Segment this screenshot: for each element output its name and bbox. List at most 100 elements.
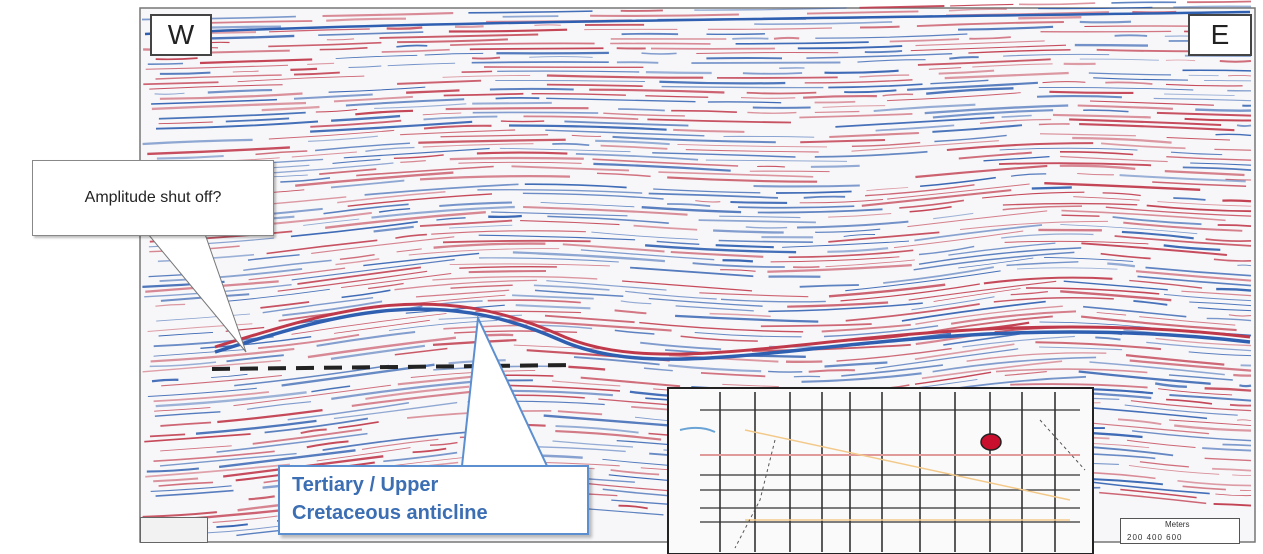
seismic-reflectors [141,0,1252,538]
reflector-segment [478,234,636,241]
reflector-segment [645,244,797,254]
reflector-segment [707,101,782,104]
reflector-segment [419,175,571,181]
reflector-segment [1139,461,1189,468]
reflector-segment [1139,316,1236,326]
reflector-segment [405,304,505,314]
reflector-segment [757,208,883,214]
reflector-segment [775,190,852,194]
reflector-segment [468,269,547,274]
reflector-segment [920,176,996,188]
reflector-segment [500,384,621,392]
reflector-segment [796,220,909,229]
reflector-segment [512,294,594,300]
reflector-segment [652,152,796,158]
reflector-segment [290,221,418,238]
reflector-segment [307,62,335,65]
reflector-segment [1195,108,1252,112]
reflector-segment [442,239,591,244]
reflector-segment [199,58,313,65]
reflector-segment [699,292,809,298]
reflector-segment [311,236,455,254]
reflector-segment [889,38,960,43]
reflector-segment [445,107,589,111]
reflector-segment [859,74,910,78]
reflector-segment [142,138,253,146]
reflector-segment [575,153,699,161]
reflector-segment [287,402,410,421]
reflector-segment [1073,196,1140,201]
reflector-segment [1166,156,1252,161]
reflector-segment [386,26,423,30]
reflector-segment [331,114,401,122]
reflector-segment [365,146,415,152]
reflector-segment [893,230,1024,249]
reflector-segment [233,384,391,407]
reflector-segment [797,45,903,50]
reflector-segment [423,115,498,121]
reflector-segment [695,200,721,203]
reflector-segment [1121,230,1194,240]
reflector-segment [843,234,876,237]
reflector-segment [1228,314,1252,317]
reflector-segment [310,120,473,133]
reflector-segment [1182,485,1226,491]
reflector-segment [1136,270,1252,282]
reflector-segment [751,343,911,352]
reflector-segment [661,85,824,89]
reflector-segment [331,379,480,401]
reflector-segment [512,251,665,263]
reflector-segment [580,376,681,388]
reflector-segment [800,138,886,144]
reflector-segment [814,150,928,158]
reflector-segment [297,266,422,285]
reflector-segment [153,391,269,403]
reflector-segment [915,305,1063,325]
reflector-segment [277,270,428,292]
reflector-segment [691,61,841,65]
reflector-segment [450,284,513,289]
reflector-segment [149,361,217,368]
reflector-segment [1146,204,1252,213]
reflector-segment [788,249,914,259]
reflector-segment [814,110,860,113]
reflector-segment [1093,446,1174,457]
reflector-segment [926,87,1014,95]
reflector-segment [648,192,779,199]
reflector-segment [720,269,756,272]
reflector-segment [328,86,426,93]
reflector-segment [1039,133,1136,137]
reflector-segment [232,70,259,73]
reflector-segment [436,217,466,221]
reflector-segment [1202,447,1252,452]
reflector-segment [268,28,370,33]
reflector-segment [396,248,422,253]
reflector-segment [1090,481,1210,495]
reflector-segment [918,245,975,256]
reflector-segment [1004,240,1149,245]
reflector-segment [1215,133,1252,137]
reflector-segment [675,314,819,323]
reflector-segment [620,9,663,12]
reflector-segment [424,52,484,56]
reflector-segment [153,477,199,483]
reflector-segment [593,162,731,172]
reflector-segment [1129,359,1252,372]
reflector-segment [828,283,946,298]
reflector-segment [1010,173,1047,177]
reflector-segment [534,24,561,26]
reflector-segment [454,25,484,28]
reflector-segment [907,81,1038,91]
reflector-segment [438,314,523,320]
reflector-segment [546,83,643,88]
reflector-segment [801,372,922,383]
reflector-segment [1190,162,1252,166]
reflector-segment [821,323,911,333]
reflector-segment [804,79,913,84]
reflector-segment [946,142,1094,152]
reflector-segment [1217,224,1252,227]
reflector-segment [932,109,1054,119]
reflector-segment [799,199,884,204]
reflector-segment [1044,256,1134,262]
reflector-segment [262,296,374,314]
